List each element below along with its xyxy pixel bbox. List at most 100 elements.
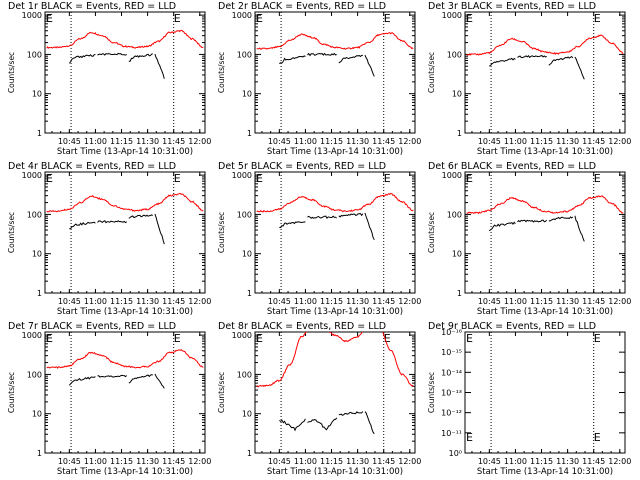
plot-frame — [44, 171, 206, 294]
x-axis-label: Start Time (13-Apr-14 10:31:00) — [57, 467, 193, 477]
x-tick-label: 12:00 — [608, 297, 631, 306]
events-series-segment — [517, 55, 547, 59]
y-tick-label: 10⁻¹⁴ — [441, 368, 462, 377]
events-series-segment — [364, 212, 375, 241]
panel-title: Det 7r BLACK = Events, RED = LLD — [8, 321, 176, 332]
y-tick-label: 10 — [452, 250, 462, 259]
x-tick-label: 11:30 — [346, 137, 369, 146]
y-tick-label: 10⁻¹² — [441, 409, 462, 418]
y-tick-label: 10 — [242, 90, 252, 99]
x-tick-label: 11:30 — [556, 457, 579, 466]
x-tick-label: 11:15 — [530, 137, 553, 146]
y-axis-label: Counts/sec — [427, 52, 436, 93]
events-series-segment — [574, 215, 585, 242]
panel-title: Det 8r BLACK = Events, RED = LLD — [218, 321, 386, 332]
x-tick-label: 11:45 — [162, 297, 185, 306]
e-marker: E — [384, 12, 391, 25]
lld-series-line — [46, 348, 204, 369]
y-tick-label: 1 — [37, 289, 42, 298]
plot-frame — [464, 11, 626, 134]
y-tick-label: 100 — [237, 210, 252, 219]
y-tick-label: 1 — [247, 449, 252, 458]
plot-frame — [254, 331, 416, 454]
events-series-segment — [68, 376, 96, 386]
y-tick-label: 100 — [237, 50, 252, 59]
y-tick-label: 1000 — [22, 331, 42, 340]
y-tick-label: 10 — [32, 90, 42, 99]
panel-title: Det 3r BLACK = Events, RED = LLD — [428, 1, 596, 12]
events-series-segment — [279, 221, 306, 229]
x-tick-label: 11:15 — [320, 297, 343, 306]
events-series-segment — [154, 53, 165, 79]
x-tick-label: 12:00 — [608, 457, 631, 466]
x-tick-label: 11:15 — [320, 457, 343, 466]
x-tick-label: 10:45 — [268, 297, 291, 306]
e-marker: E — [174, 172, 181, 185]
x-axis-label: Start Time (13-Apr-14 10:31:00) — [267, 307, 403, 317]
y-tick-label: 10⁻¹⁶ — [441, 328, 462, 337]
x-tick-label: 12:00 — [608, 137, 631, 146]
lld-series-line — [256, 332, 414, 388]
x-tick-label: 11:15 — [110, 457, 133, 466]
x-tick-label: 12:00 — [398, 297, 421, 306]
e-marker: E — [256, 12, 263, 25]
events-series-segment — [154, 213, 165, 245]
y-axis-label: Counts/sec — [7, 52, 16, 93]
y-tick-label: 10 — [452, 90, 462, 99]
x-tick-label: 11:00 — [84, 457, 107, 466]
x-tick-label: 11:30 — [136, 137, 159, 146]
x-tick-label: 11:30 — [346, 297, 369, 306]
x-tick-label: 12:00 — [188, 297, 211, 306]
x-tick-label: 11:00 — [84, 297, 107, 306]
plot-frame — [44, 331, 206, 454]
y-tick-label: 1000 — [232, 171, 252, 180]
y-tick-label: 100 — [27, 50, 42, 59]
e-marker: E — [466, 172, 473, 185]
x-tick-label: 10:45 — [58, 137, 81, 146]
y-tick-label: 10 — [32, 410, 42, 419]
x-tick-label: 11:00 — [504, 137, 527, 146]
y-tick-label: 1000 — [22, 11, 42, 20]
x-tick-label: 11:15 — [110, 297, 133, 306]
events-series-segment — [279, 55, 306, 65]
events-series-segment — [338, 411, 364, 416]
y-axis-label: Counts/sec — [7, 372, 16, 413]
x-axis-label: Start Time (13-Apr-14 10:31:00) — [267, 147, 403, 157]
x-tick-label: 11:00 — [504, 457, 527, 466]
y-tick-label: 1 — [457, 289, 462, 298]
lld-series-line — [46, 29, 204, 49]
y-axis-label: Counts/sec — [427, 212, 436, 253]
e-marker: E — [46, 332, 53, 345]
x-tick-label: 11:45 — [162, 457, 185, 466]
events-series-segment — [128, 374, 153, 384]
panel-title: Det 4r BLACK = Events, RED = LLD — [8, 161, 176, 172]
x-tick-label: 11:15 — [530, 297, 553, 306]
x-tick-label: 11:15 — [110, 137, 133, 146]
x-tick-label: 11:00 — [504, 297, 527, 306]
events-series-segment — [574, 56, 585, 80]
panel-title: Det 6r BLACK = Events, RED = LLD — [428, 161, 596, 172]
events-series-segment — [338, 54, 363, 64]
x-axis-label: Start Time (13-Apr-14 10:31:00) — [57, 307, 193, 317]
e-marker: E — [594, 431, 601, 444]
e-marker: E — [594, 12, 601, 25]
plot-frame — [254, 171, 416, 294]
x-tick-label: 11:15 — [320, 137, 343, 146]
panel-title: Det 1r BLACK = Events, RED = LLD — [8, 1, 176, 12]
y-axis-label: Counts/sec — [217, 52, 226, 93]
y-tick-label: 100 — [447, 50, 462, 59]
x-tick-label: 10:45 — [268, 457, 291, 466]
events-series-segment — [279, 418, 306, 432]
y-tick-label: 1 — [37, 129, 42, 138]
e-marker: E — [256, 172, 263, 185]
e-marker: E — [594, 172, 601, 185]
x-tick-label: 11:00 — [294, 457, 317, 466]
events-series-segment — [364, 54, 375, 77]
events-series-segment — [517, 219, 548, 223]
